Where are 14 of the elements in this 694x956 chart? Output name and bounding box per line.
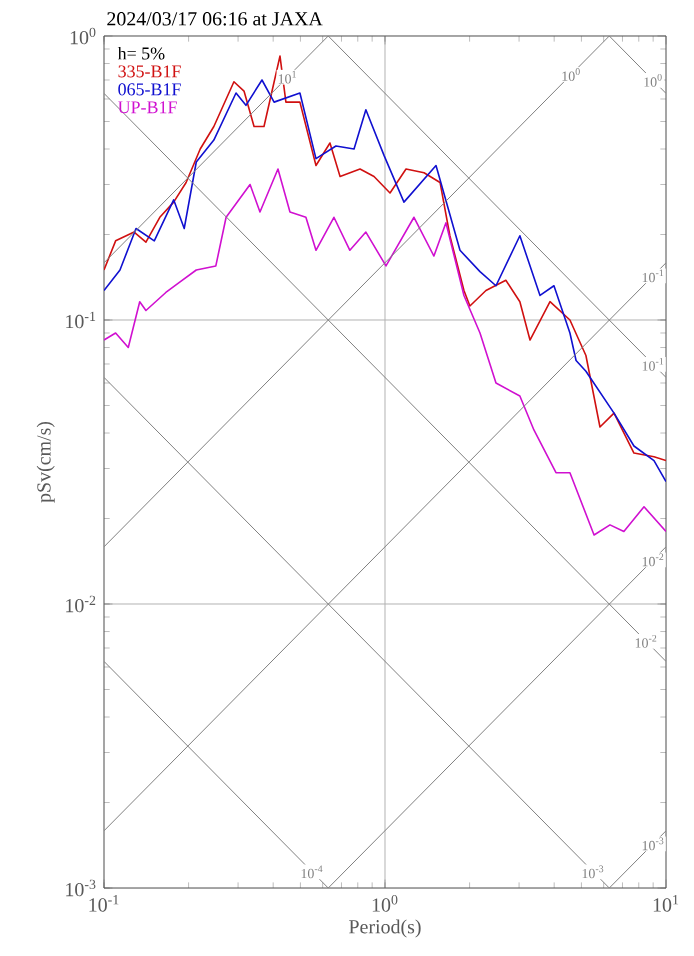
y-tick-label: 10$^{-3}$ [66, 879, 96, 897]
x-tick-label: 10$^{1}$ [653, 895, 679, 912]
x-tick-label: 10$^{-1}$ [89, 895, 119, 912]
y-axis-title: pSv(cm/s) [36, 421, 55, 503]
text: 065-B1F [118, 83, 181, 96]
text: 335-B1F [118, 65, 181, 78]
chart-title: 2024/03/17 06:16 at JAXA [107, 12, 323, 26]
text: UP-B1F [118, 101, 177, 114]
y-tick-label: 10$^{-1}$ [66, 311, 96, 329]
legend-title: h= 5% [117, 46, 165, 60]
x-tick-label: 10$^{0}$ [372, 895, 398, 912]
y-tick-label: 10$^{-2}$ [66, 595, 96, 613]
y-tick-label: 10$^{0}$ [70, 27, 96, 45]
x-axis-title: Period(s) [349, 919, 421, 938]
